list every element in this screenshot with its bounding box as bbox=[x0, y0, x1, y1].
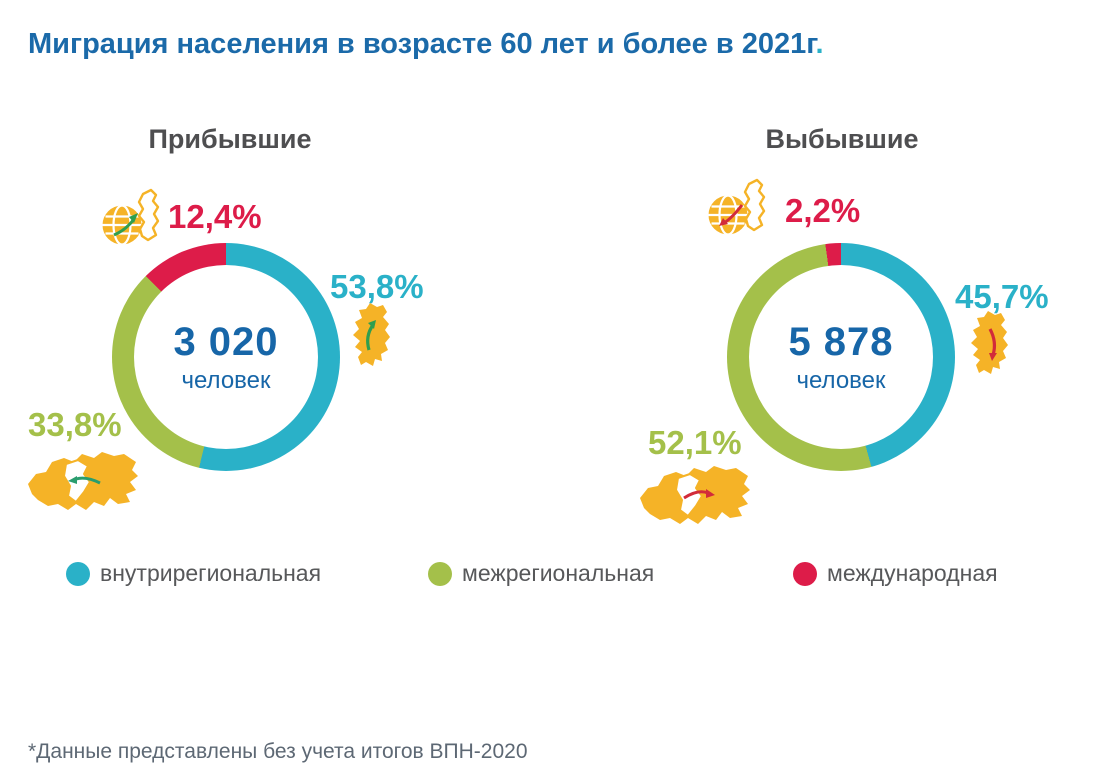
legend-item-intraregional: внутрирегиональная bbox=[66, 560, 321, 587]
legend-label-intraregional: внутрирегиональная bbox=[100, 560, 322, 586]
arrivals-total-unit: человек bbox=[181, 366, 271, 394]
page-title-text: Миграция населения в возрасте 60 лет и б… bbox=[28, 28, 816, 60]
region-arrow-down-icon bbox=[971, 311, 1008, 374]
page-title-dot: . bbox=[815, 28, 824, 60]
legend-item-interregional: межрегиональная bbox=[428, 560, 654, 587]
legend-dot-international bbox=[793, 561, 817, 586]
page-title: Миграция населения в возрасте 60 лет и б… bbox=[28, 28, 824, 61]
departures-interregional-pct: 52,1% bbox=[648, 424, 742, 461]
departures-total-unit: человек bbox=[796, 366, 886, 394]
departures-donut-hole: 5 878 человек bbox=[749, 265, 933, 449]
departures-donut: 5 878 человек bbox=[727, 243, 955, 471]
russia-map-arrow-in-icon bbox=[28, 452, 138, 510]
departures-header: Выбывшие bbox=[765, 124, 919, 154]
arrivals-intraregional-pct: 53,8% bbox=[330, 268, 424, 305]
departures-intraregional-pct: 45,7% bbox=[955, 278, 1049, 315]
arrivals-total-value: 3 020 bbox=[173, 319, 279, 364]
legend-label-interregional: межрегиональная bbox=[462, 560, 655, 586]
arrivals-international-pct: 12,4% bbox=[168, 198, 262, 235]
russia-map-arrow-out-icon bbox=[640, 466, 750, 524]
departures-international-pct: 2,2% bbox=[785, 192, 861, 229]
region-arrow-up-icon bbox=[353, 303, 390, 366]
footnote: *Данные представлены без учета итогов ВП… bbox=[28, 740, 528, 763]
arrivals-donut: 3 020 человек bbox=[112, 243, 340, 471]
globe-with-region-arrow-out-icon bbox=[708, 178, 766, 236]
arrivals-header: Прибывшие bbox=[148, 124, 312, 154]
arrivals-interregional-pct: 33,8% bbox=[28, 406, 122, 443]
legend-dot-intraregional bbox=[66, 561, 90, 586]
arrivals-donut-hole: 3 020 человек bbox=[134, 265, 318, 449]
legend-label-international: международная bbox=[827, 560, 998, 586]
departures-total-value: 5 878 bbox=[788, 319, 894, 364]
legend-item-international: международная bbox=[793, 560, 998, 587]
legend-dot-interregional bbox=[428, 561, 452, 586]
globe-with-region-arrow-in-icon bbox=[102, 188, 160, 246]
